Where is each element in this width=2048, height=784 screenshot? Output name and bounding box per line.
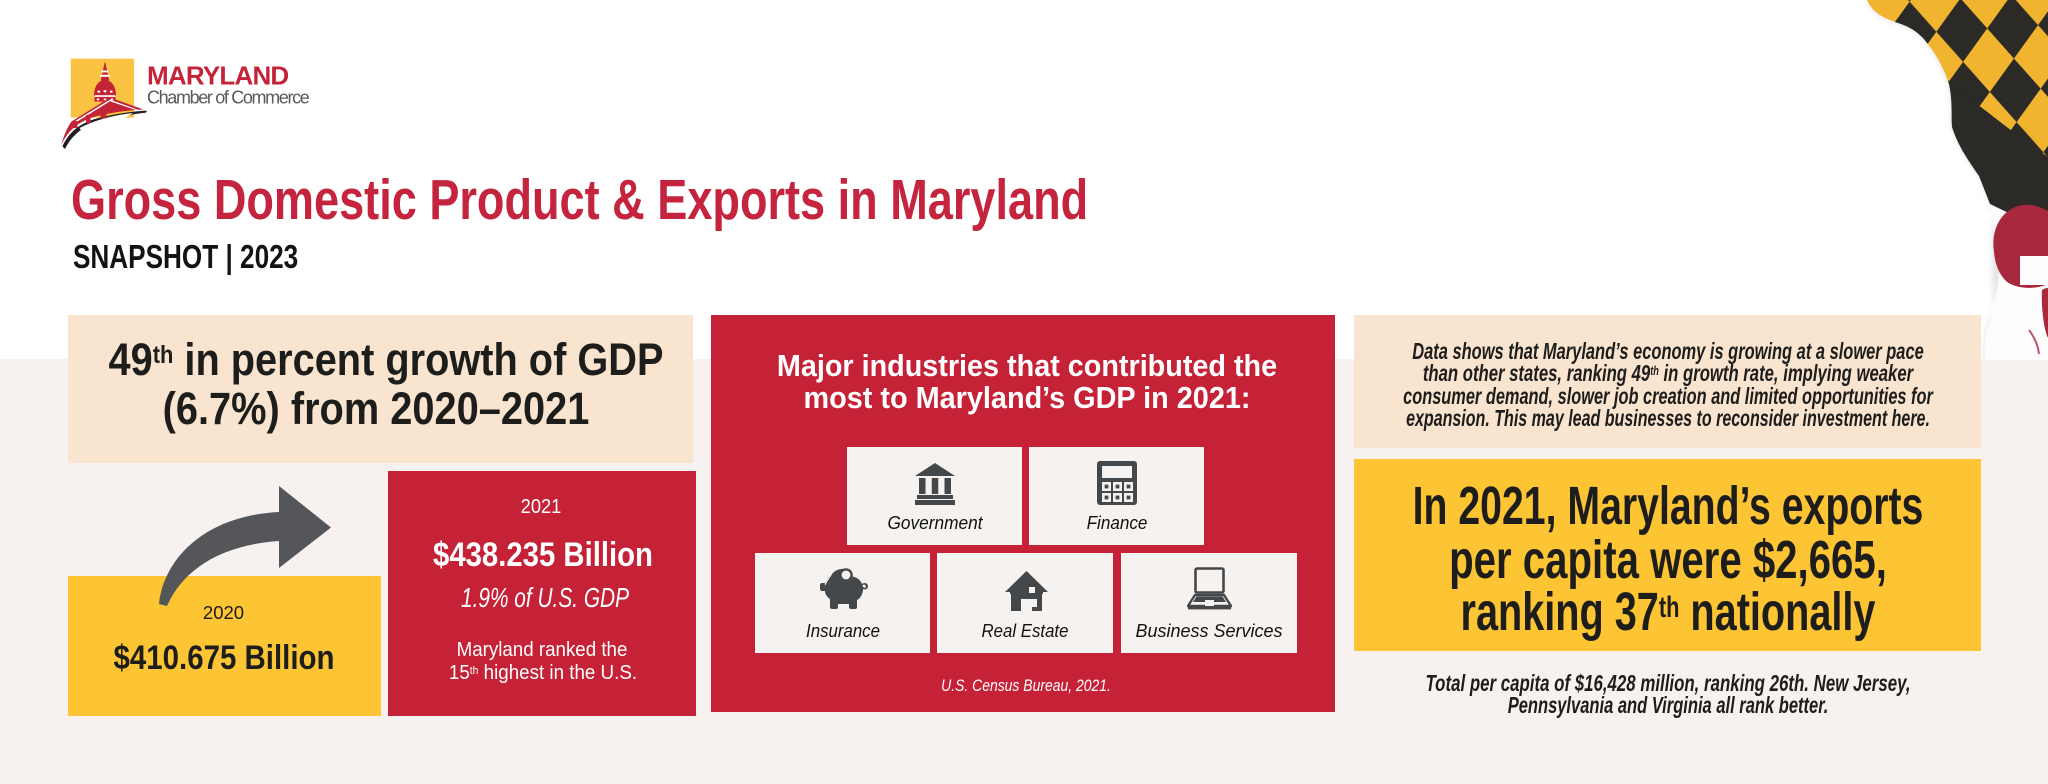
svg-text:MARYLAND: MARYLAND [147, 60, 288, 90]
svg-text:Chamber of Commerce: Chamber of Commerce [147, 87, 310, 107]
